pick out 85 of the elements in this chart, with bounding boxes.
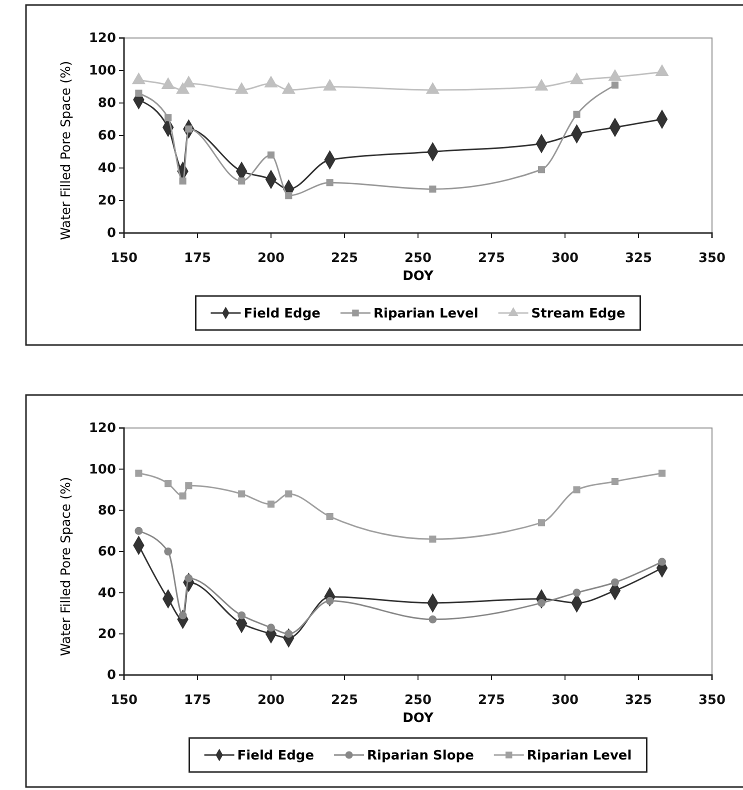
legend-label: Field Edge: [244, 306, 321, 322]
point: [264, 76, 278, 88]
point: [326, 179, 334, 186]
point: [611, 478, 619, 486]
x-tick-label: 250: [404, 250, 432, 266]
point: [570, 72, 584, 84]
point: [176, 82, 190, 94]
y-tick-label: 40: [98, 586, 116, 601]
point: [179, 177, 186, 185]
point: [164, 480, 172, 488]
point: [428, 615, 437, 624]
point: [135, 470, 142, 477]
point: [161, 77, 175, 90]
y-axis-title: Water Filled Pore Space (%): [59, 476, 74, 656]
x-tick-label: 225: [330, 250, 358, 266]
y-tick-label: 40: [98, 161, 116, 176]
y-tick-label: 80: [98, 503, 116, 518]
point: [267, 151, 275, 159]
x-tick-label: 300: [551, 250, 579, 266]
y-tick-label: 20: [98, 194, 116, 209]
point: [179, 492, 186, 500]
point: [608, 69, 622, 81]
x-tick-label: 175: [184, 250, 212, 266]
point: [135, 90, 142, 97]
point: [429, 186, 436, 193]
legend-label: Riparian Level: [373, 306, 478, 322]
y-tick-label: 100: [88, 462, 116, 478]
point: [164, 548, 172, 556]
y-tick-label: 60: [98, 544, 116, 560]
y-tick-label: 100: [88, 64, 116, 79]
x-tick-label: 350: [698, 692, 726, 708]
y-tick-label: 0: [106, 226, 116, 242]
x-axis-title: DOY: [402, 269, 434, 284]
y-tick-label: 120: [88, 31, 116, 46]
point: [573, 110, 580, 118]
point: [234, 82, 248, 94]
point: [655, 64, 669, 76]
point: [429, 536, 436, 543]
x-tick-label: 175: [184, 692, 212, 708]
point: [285, 192, 292, 200]
point: [164, 114, 172, 122]
point: [658, 558, 666, 566]
legend-label: Riparian Slope: [367, 748, 474, 764]
x-tick-label: 325: [624, 692, 652, 708]
legend-label: Riparian Level: [526, 748, 632, 764]
point: [538, 519, 546, 526]
x-tick-label: 200: [257, 250, 285, 266]
point: [610, 578, 619, 586]
x-tick-label: 225: [330, 692, 358, 708]
point: [658, 470, 666, 477]
point: [238, 490, 246, 498]
x-tick-label: 300: [551, 692, 579, 708]
x-tick-label: 200: [257, 692, 285, 708]
point: [538, 166, 546, 174]
point: [572, 588, 581, 597]
legend-label: Stream Edge: [531, 306, 626, 322]
x-tick-label: 250: [404, 692, 432, 708]
y-tick-label: 20: [98, 626, 116, 642]
point: [573, 486, 580, 494]
point: [185, 482, 192, 490]
legend-label: Field Edge: [237, 748, 314, 764]
y-tick-label: 120: [88, 421, 116, 436]
x-tick-label: 350: [698, 250, 726, 266]
point: [238, 177, 246, 185]
x-tick-label: 275: [478, 250, 506, 266]
point: [534, 78, 548, 91]
y-axis-title: Water Filled Pore Space (%): [59, 60, 74, 240]
point: [326, 512, 334, 520]
y-tick-label: 80: [98, 96, 116, 112]
y-tick-label: 60: [98, 128, 116, 144]
point: [426, 82, 440, 94]
point: [267, 500, 275, 508]
x-tick-label: 150: [110, 250, 138, 266]
x-tick-label: 150: [110, 692, 138, 708]
point: [267, 624, 275, 632]
x-tick-label: 275: [478, 692, 506, 708]
point: [132, 72, 146, 84]
point: [134, 526, 143, 535]
y-tick-label: 0: [106, 668, 116, 684]
point: [282, 82, 296, 94]
point: [285, 490, 292, 498]
point: [323, 78, 337, 91]
point: [238, 611, 246, 620]
x-tick-label: 325: [624, 250, 652, 266]
x-axis-title: DOY: [402, 711, 434, 726]
